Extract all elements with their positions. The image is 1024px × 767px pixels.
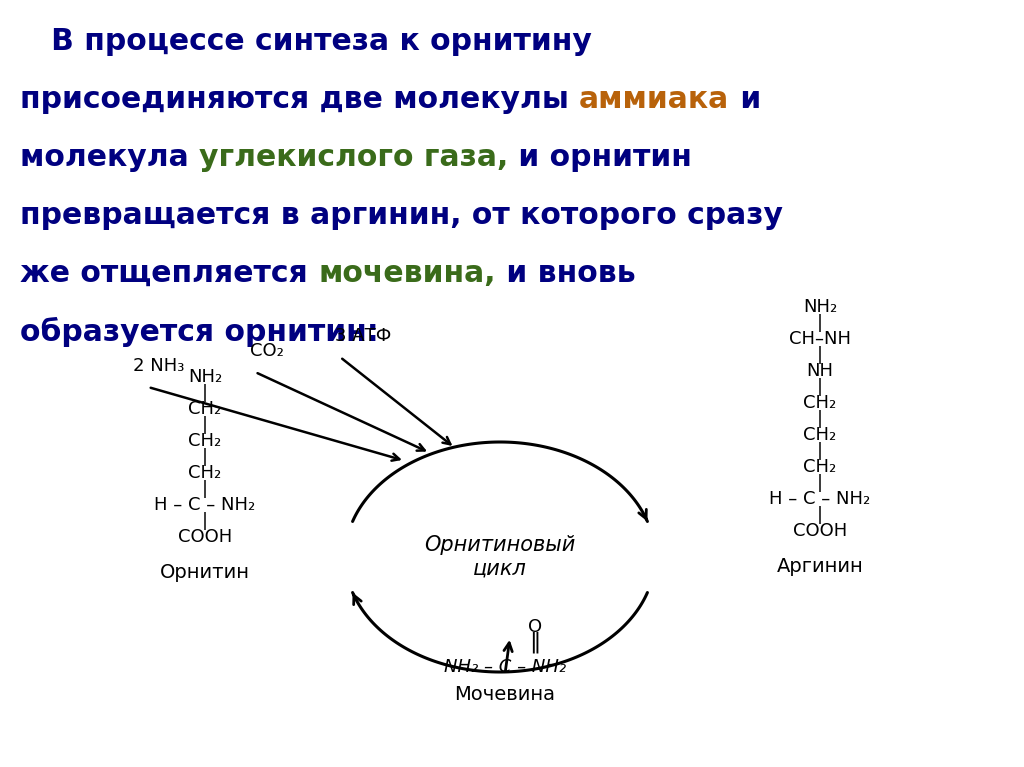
Text: присоединяются две молекулы: присоединяются две молекулы — [20, 85, 580, 114]
Text: Аргинин: Аргинин — [776, 557, 863, 575]
Text: и: и — [729, 85, 761, 114]
Text: |: | — [202, 480, 208, 498]
Text: |: | — [817, 506, 823, 524]
Text: превращается в аргинин, от которого сразу: превращается в аргинин, от которого сраз… — [20, 201, 783, 230]
Text: 3 АТФ: 3 АТФ — [335, 327, 391, 345]
Text: |: | — [202, 384, 208, 402]
Text: же отщепляется: же отщепляется — [20, 259, 318, 288]
Text: H – C – NH₂: H – C – NH₂ — [155, 496, 256, 514]
Text: COOH: COOH — [178, 528, 232, 546]
Text: Орнитин: Орнитин — [160, 562, 250, 581]
Text: |: | — [817, 378, 823, 396]
Text: образуется орнитин:: образуется орнитин: — [20, 317, 379, 347]
Text: и вновь: и вновь — [496, 259, 635, 288]
Text: углекислого газа,: углекислого газа, — [199, 143, 508, 172]
Text: NH₂ – C – NH₂: NH₂ – C – NH₂ — [444, 658, 566, 676]
Text: CH–NH: CH–NH — [790, 330, 851, 348]
Text: Орнитиновый
цикл: Орнитиновый цикл — [424, 535, 575, 578]
Text: |: | — [817, 410, 823, 428]
Text: |: | — [817, 442, 823, 460]
Text: NH: NH — [807, 362, 834, 380]
Text: CH₂: CH₂ — [188, 400, 221, 418]
Text: мочевина,: мочевина, — [318, 259, 496, 288]
Text: |: | — [817, 346, 823, 364]
Text: ‖: ‖ — [529, 631, 541, 653]
Text: O: O — [528, 618, 542, 636]
Text: Мочевина: Мочевина — [455, 686, 555, 705]
Text: В процессе синтеза к орнитину: В процессе синтеза к орнитину — [20, 27, 592, 56]
Text: аммиака: аммиака — [580, 85, 729, 114]
Text: CH₂: CH₂ — [804, 426, 837, 444]
Text: |: | — [202, 512, 208, 530]
Text: |: | — [202, 448, 208, 466]
Text: H – C – NH₂: H – C – NH₂ — [769, 490, 870, 508]
Text: |: | — [817, 474, 823, 492]
Text: CH₂: CH₂ — [188, 464, 221, 482]
Text: CH₂: CH₂ — [188, 432, 221, 450]
Text: и орнитин: и орнитин — [508, 143, 692, 172]
Text: COOH: COOH — [793, 522, 847, 540]
Text: |: | — [202, 416, 208, 434]
Text: |: | — [817, 314, 823, 332]
Text: CH₂: CH₂ — [804, 458, 837, 476]
Text: CO₂: CO₂ — [250, 342, 284, 360]
Text: CH₂: CH₂ — [804, 394, 837, 412]
Text: 2 NH₃: 2 NH₃ — [133, 357, 184, 375]
Text: NH₂: NH₂ — [803, 298, 838, 316]
Text: молекула: молекула — [20, 143, 199, 172]
Text: NH₂: NH₂ — [187, 368, 222, 386]
